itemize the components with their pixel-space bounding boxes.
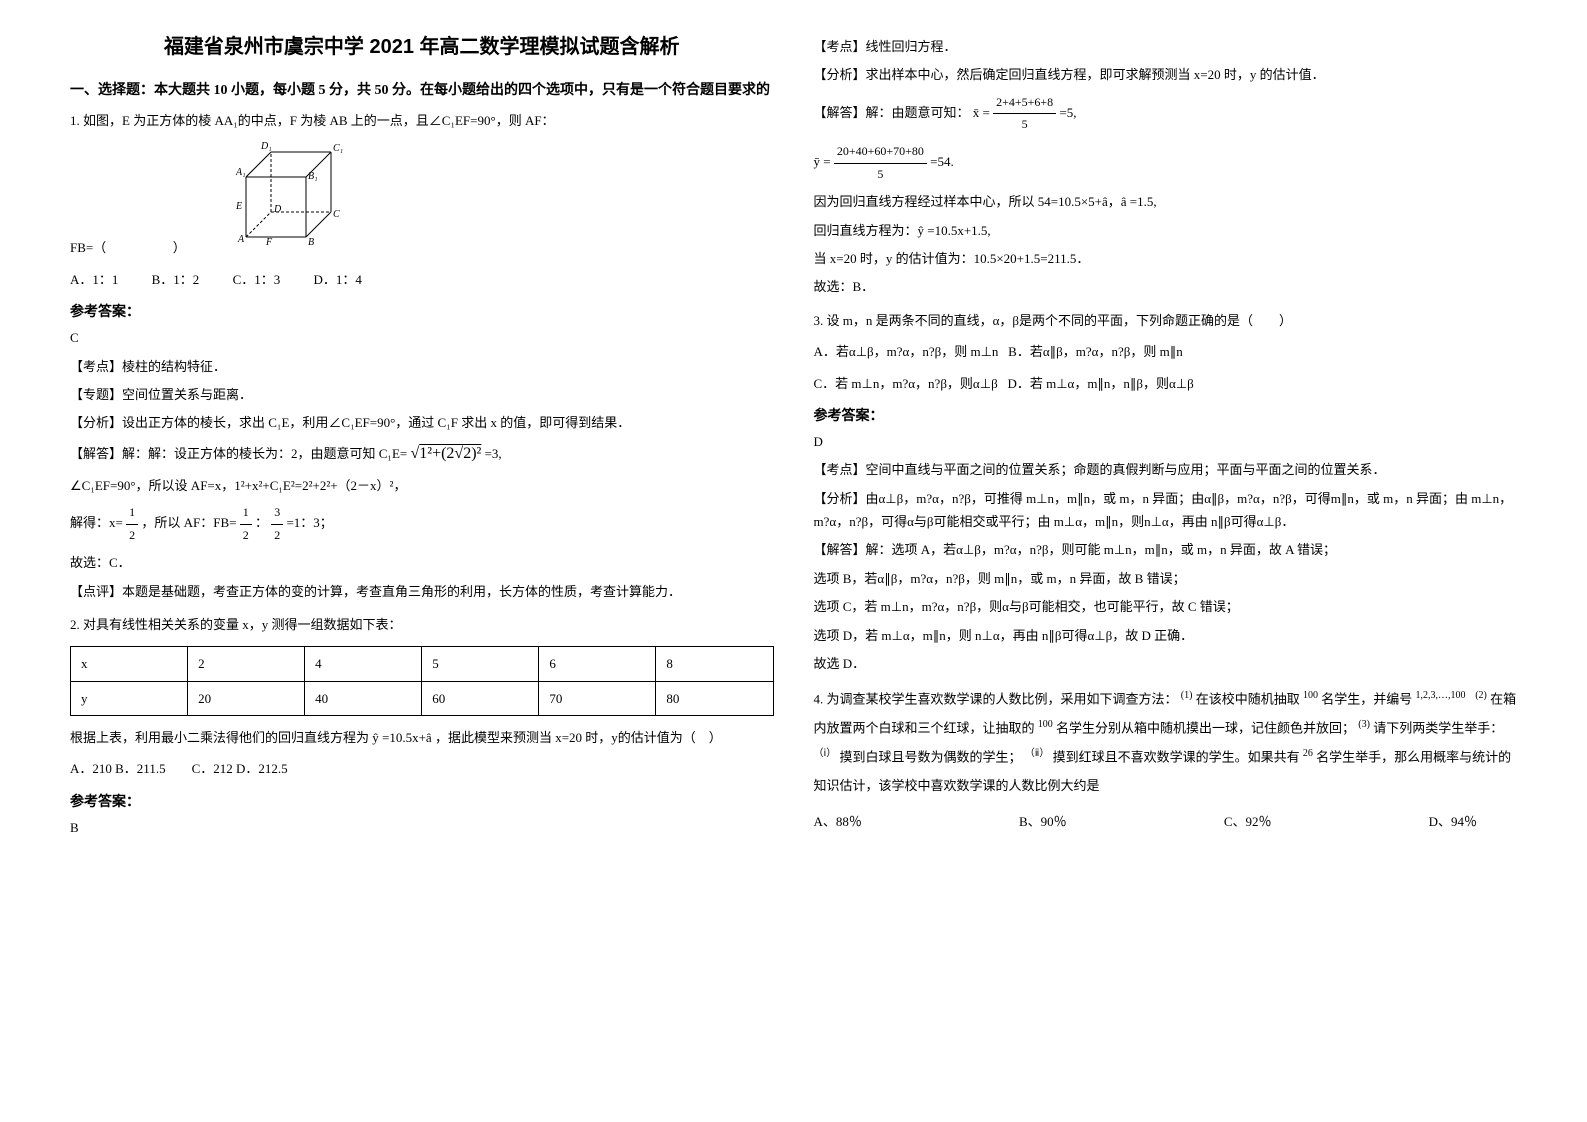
q1-option-b: B．1：2 — [152, 268, 200, 291]
q3-answer: D — [814, 430, 1518, 453]
q2-table: x 2 4 5 6 8 y 20 40 60 70 80 — [70, 646, 774, 716]
q2-jieda-xbar: 【解答】解：由题意可知： x̄ = 2+4+5+6+85 =5, — [814, 92, 1518, 136]
cube-diagram: A F B C D E A₁ B₁ C₁ D₁ — [226, 137, 346, 254]
q2-stem: 2. 对具有线性相关关系的变量 x，y 测得一组数据如下表： — [70, 613, 774, 636]
section-1-header: 一、选择题：本大题共 10 小题，每小题 5 分，共 50 分。在每小题给出的四… — [70, 79, 774, 99]
q2-eq: 回归直线方程为：ŷ =10.5x+1.5, — [814, 219, 1518, 242]
q3-fenxi: 【分析】由α⊥β，m?α，n?β，可推得 m⊥n，m∥n，或 m，n 异面；由α… — [814, 487, 1518, 534]
q2-kaodian: 【考点】线性回归方程． — [814, 35, 1518, 58]
q2-options: A．210 B．211.5 C．212 D．212.5 — [70, 757, 774, 780]
label-A: A — [237, 234, 245, 245]
q2-guxuan: 故选：B． — [814, 275, 1518, 298]
q2-below: 根据上表，利用最小二乘法得他们的回归直线方程为 ŷ =10.5x+â ，据此模型… — [70, 726, 774, 749]
label-B: B — [308, 237, 314, 247]
label-D1: D₁ — [260, 141, 272, 152]
q3-stem: 3. 设 m，n 是两条不同的直线，α，β是两个不同的平面，下列命题正确的是（ … — [814, 309, 1518, 332]
q3-kaodian: 【考点】空间中直线与平面之间的位置关系；命题的真假判断与应用；平面与平面之间的位… — [814, 458, 1518, 481]
q2-center: 因为回归直线方程经过样本中心，所以 54=10.5×5+â，â =1.5, — [814, 190, 1518, 213]
q3-jieda-c: 选项 C，若 m⊥n，m?α，n?β，则α与β可能相交，也可能平行，故 C 错误… — [814, 595, 1518, 618]
q3-jieda-a: 【解答】解：选项 A，若α⊥β，m?α，n?β，则可能 m⊥n，m∥n，或 m，… — [814, 538, 1518, 561]
q3-jieda-b: 选项 B，若α∥β，m?α，n?β，则 m∥n，或 m，n 异面，故 B 错误； — [814, 567, 1518, 590]
q4-options: A、88％ B、90％ C、92％ D、94％ — [814, 811, 1518, 830]
q1-option-c: C．1：3 — [233, 268, 281, 291]
question-2: 2. 对具有线性相关关系的变量 x，y 测得一组数据如下表： x 2 4 5 6… — [70, 613, 774, 781]
q1-option-a: A．1：1 — [70, 268, 118, 291]
q1-zhuanti: 【专题】空间位置关系与距离． — [70, 383, 774, 406]
q2-jieda-ybar: ȳ = 20+40+60+70+805 =54. — [814, 141, 1518, 185]
label-D: D — [273, 204, 282, 215]
label-B1: B₁ — [308, 171, 318, 182]
label-A1: A₁ — [235, 167, 246, 178]
q2-pred: 当 x=20 时，y 的估计值为：10.5×20+1.5=211.5． — [814, 247, 1518, 270]
q4-option-b: B、90％ — [1019, 811, 1067, 830]
q4-option-d: D、94％ — [1429, 811, 1477, 830]
q1-fb-suffix: ） — [173, 240, 186, 255]
q3-options-ab: A．若α⊥β，m?α，n?β，则 m⊥n B．若α∥β，m?α，n?β，则 m∥… — [814, 340, 1518, 363]
label-F: F — [265, 237, 273, 247]
table-row: x 2 4 5 6 8 — [71, 647, 774, 681]
q3-options-cd: C．若 m⊥n，m?α，n?β，则α⊥β D．若 m⊥α，m∥n，n∥β，则α⊥… — [814, 372, 1518, 395]
q1-kaodian: 【考点】棱柱的结构特征． — [70, 355, 774, 378]
label-C1: C₁ — [333, 143, 343, 154]
question-3: 3. 设 m，n 是两条不同的直线，α，β是两个不同的平面，下列命题正确的是（ … — [814, 309, 1518, 395]
q1-answer: C — [70, 326, 774, 349]
q3-guxuan: 故选 D． — [814, 652, 1518, 675]
q1-fenxi: 【分析】设出正方体的棱长，求出 C₁E，利用∠C₁EF=90°，通过 C₁F 求… — [70, 411, 774, 434]
q1-answer-label: 参考答案： — [70, 301, 774, 321]
q1-dianping: 【点评】本题是基础题，考查正方体的变的计算，考查直角三角形的利用，长方体的性质，… — [70, 580, 774, 603]
q2-fenxi: 【分析】求出样本中心，然后确定回归直线方程，即可求解预测当 x=20 时，y 的… — [814, 63, 1518, 86]
q1-guxuan: 故选：C． — [70, 551, 774, 574]
q1-jieda-line2: ∠C₁EF=90°，所以设 AF=x，1²+x²+C₁E²=2²+2²+（2－x… — [70, 474, 774, 497]
question-1: 1. 如图，E 为正方体的棱 AA₁的中点，F 为棱 AB 上的一点，且∠C₁E… — [70, 109, 774, 291]
label-C: C — [333, 209, 340, 220]
q1-fb-prefix: FB=（ — [70, 240, 106, 255]
q3-jieda-d: 选项 D，若 m⊥α，m∥n，则 n⊥α，再由 n∥β可得α⊥β，故 D 正确． — [814, 624, 1518, 647]
document-title: 福建省泉州市虞宗中学 2021 年高二数学理模拟试题含解析 — [70, 30, 774, 59]
q1-jieda-line3: 解得：x= 12 ，所以 AF：FB= 12 ： 32 =1：3； — [70, 502, 774, 546]
q1-options: A．1：1 B．1：2 C．1：3 D．1：4 — [70, 268, 774, 291]
q1-option-d: D．1：4 — [313, 268, 361, 291]
left-column: 福建省泉州市虞宗中学 2021 年高二数学理模拟试题含解析 一、选择题：本大题共… — [50, 30, 794, 1092]
q4-option-a: A、88％ — [814, 811, 862, 830]
q1-stem: 1. 如图，E 为正方体的棱 AA₁的中点，F 为棱 AB 上的一点，且∠C₁E… — [70, 109, 774, 132]
right-column: 【考点】线性回归方程． 【分析】求出样本中心，然后确定回归直线方程，即可求解预测… — [794, 30, 1538, 1092]
label-E: E — [235, 201, 242, 212]
q2-answer: B — [70, 816, 774, 839]
q2-answer-label: 参考答案： — [70, 791, 774, 811]
table-row: y 20 40 60 70 80 — [71, 681, 774, 715]
question-4: 4. 为调查某校学生喜欢数学课的人数比例，采用如下调查方法： (1) 在该校中随… — [814, 685, 1518, 800]
q3-answer-label: 参考答案： — [814, 405, 1518, 425]
q4-option-c: C、92％ — [1224, 811, 1272, 830]
q1-jieda-line1: 【解答】解：解：设正方体的棱长为：2，由题意可知 C₁E= √1²+(2√2)²… — [70, 440, 774, 469]
